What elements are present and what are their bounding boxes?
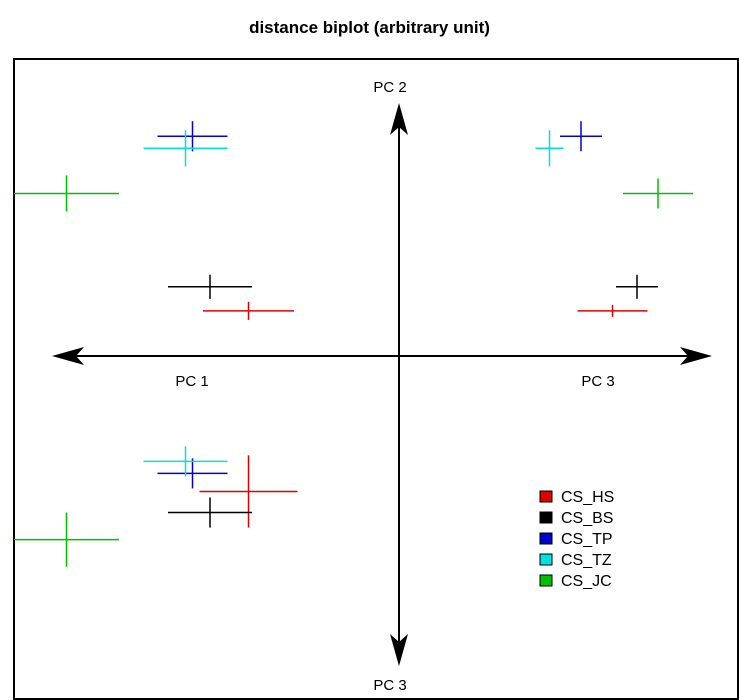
legend-swatch-3 <box>539 532 553 545</box>
arrow-left-icon <box>52 347 84 365</box>
axis-label-top: PC 2 <box>373 79 406 96</box>
arrow-down-icon <box>390 634 408 666</box>
legend-label-5: CS_JC <box>561 573 612 590</box>
legend-swatch-1 <box>539 490 553 503</box>
series-cs-tp <box>157 121 602 489</box>
legend-label-1: CS_HS <box>561 489 614 506</box>
series-cs-tz <box>143 130 564 477</box>
legend-label-3: CS_TP <box>561 531 613 548</box>
series-cs-jc <box>14 175 693 567</box>
legend-label-2: CS_BS <box>561 510 613 527</box>
axis-label-right: PC 3 <box>581 373 614 390</box>
legend-swatch-5 <box>539 574 553 587</box>
axis-label-bottom: PC 3 <box>373 677 406 694</box>
arrow-right-icon <box>680 347 712 365</box>
axis-label-left: PC 1 <box>175 373 208 390</box>
series-cs-hs <box>199 301 648 528</box>
marks-layer <box>14 121 693 567</box>
legend-swatch-2 <box>539 511 553 524</box>
chart-title: distance biplot (arbitrary unit) <box>249 18 490 37</box>
arrow-up-icon <box>390 103 408 135</box>
legend-label-4: CS_TZ <box>561 552 612 569</box>
plot-frame <box>13 58 739 700</box>
legend: CS_HS CS_BS CS_TP CS_TZ CS_JC <box>539 489 614 590</box>
legend-swatch-4 <box>539 553 553 566</box>
series-cs-bs <box>168 274 658 528</box>
axes-layer: PC 1 PC 3 PC 2 PC 3 <box>52 79 712 694</box>
